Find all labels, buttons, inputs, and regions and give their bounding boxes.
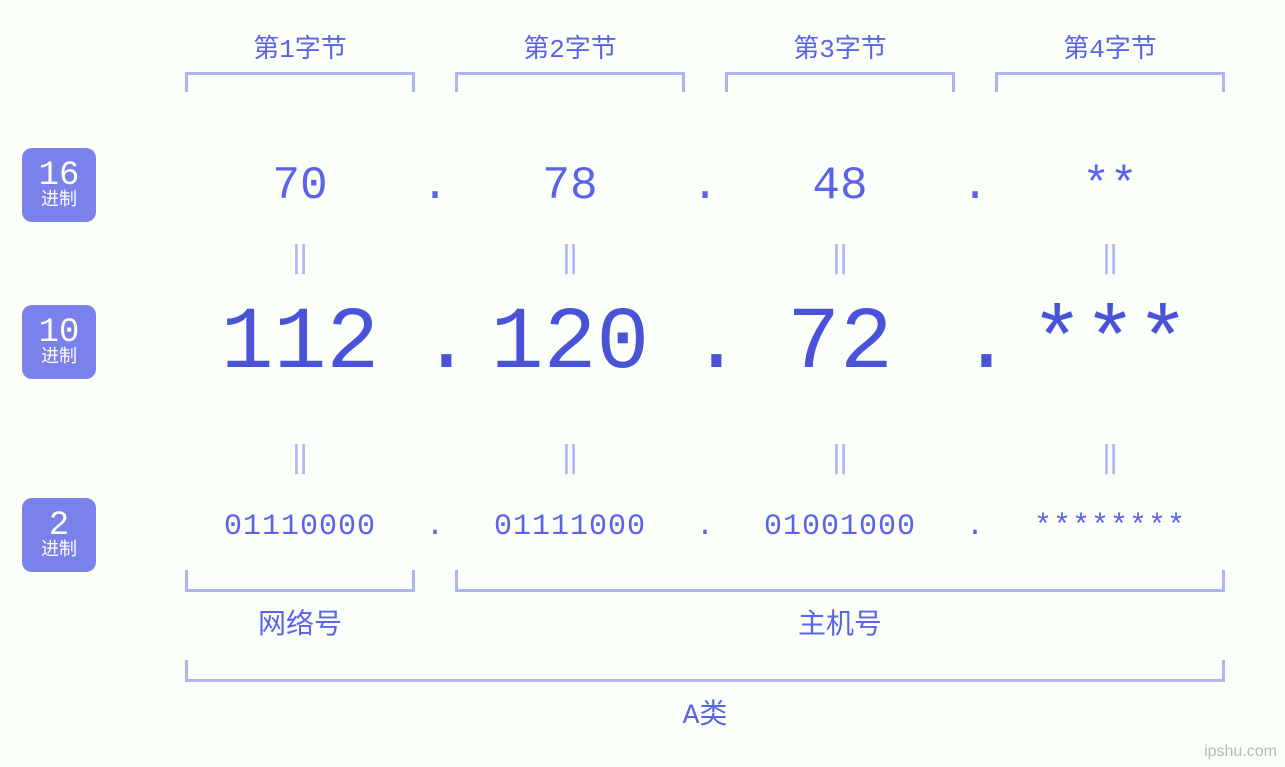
host-bracket xyxy=(455,570,1225,592)
eq-dec-bin-2: ‖ xyxy=(555,440,585,477)
byte-header-4: 第4字节 xyxy=(990,28,1230,65)
badge-bin-sub: 进制 xyxy=(41,542,77,561)
hex-byte-3: 48 xyxy=(720,160,960,212)
badge-hex: 16 进制 xyxy=(22,148,96,222)
dec-byte-3: 72 xyxy=(720,295,960,394)
hex-byte-2: 78 xyxy=(450,160,690,212)
eq-hex-dec-2: ‖ xyxy=(555,240,585,277)
badge-hex-num: 16 xyxy=(39,159,80,195)
bin-byte-3: 01001000 xyxy=(720,510,960,544)
network-label: 网络号 xyxy=(185,602,415,642)
bin-dot-3: . xyxy=(960,510,990,544)
bin-dot-2: . xyxy=(690,510,720,544)
class-label: A类 xyxy=(185,692,1225,732)
dec-dot-3: . xyxy=(960,295,990,394)
badge-dec: 10 进制 xyxy=(22,305,96,379)
badge-dec-num: 10 xyxy=(39,316,80,352)
byte-header-1: 第1字节 xyxy=(180,28,420,65)
badge-hex-sub: 进制 xyxy=(41,192,77,211)
watermark: ipshu.com xyxy=(1204,743,1277,761)
ip-diagram: 第1字节 第2字节 第3字节 第4字节 16 进制 70 78 48 ** . … xyxy=(0,0,1285,767)
byte-header-2: 第2字节 xyxy=(450,28,690,65)
network-bracket xyxy=(185,570,415,592)
host-label: 主机号 xyxy=(455,602,1225,642)
top-bracket-4 xyxy=(995,72,1225,92)
top-bracket-2 xyxy=(455,72,685,92)
eq-dec-bin-1: ‖ xyxy=(285,440,315,477)
bin-byte-4: ******** xyxy=(990,510,1230,544)
badge-bin-num: 2 xyxy=(49,509,69,545)
eq-hex-dec-3: ‖ xyxy=(825,240,855,277)
badge-dec-sub: 进制 xyxy=(41,349,77,368)
byte-header-3: 第3字节 xyxy=(720,28,960,65)
dec-byte-1: 112 xyxy=(180,295,420,394)
eq-dec-bin-4: ‖ xyxy=(1095,440,1125,477)
eq-dec-bin-3: ‖ xyxy=(825,440,855,477)
eq-hex-dec-4: ‖ xyxy=(1095,240,1125,277)
bin-byte-2: 01111000 xyxy=(450,510,690,544)
class-bracket xyxy=(185,660,1225,682)
hex-byte-4: ** xyxy=(990,160,1230,212)
hex-dot-2: . xyxy=(690,160,720,212)
hex-dot-1: . xyxy=(420,160,450,212)
dec-dot-2: . xyxy=(690,295,720,394)
top-bracket-3 xyxy=(725,72,955,92)
hex-byte-1: 70 xyxy=(180,160,420,212)
badge-bin: 2 进制 xyxy=(22,498,96,572)
dec-byte-2: 120 xyxy=(450,295,690,394)
bin-dot-1: . xyxy=(420,510,450,544)
eq-hex-dec-1: ‖ xyxy=(285,240,315,277)
dec-dot-1: . xyxy=(420,295,450,394)
dec-byte-4: *** xyxy=(990,295,1230,394)
bin-byte-1: 01110000 xyxy=(180,510,420,544)
hex-dot-3: . xyxy=(960,160,990,212)
top-bracket-1 xyxy=(185,72,415,92)
